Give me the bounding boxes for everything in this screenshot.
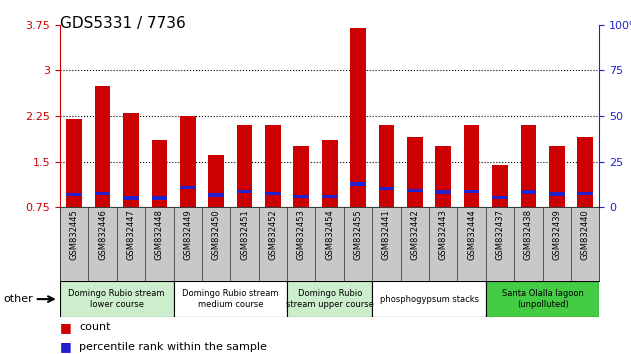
Bar (180, 116, 196, 207)
Text: other: other (3, 294, 33, 304)
Text: GSM832449: GSM832449 (183, 209, 192, 260)
Bar (265, 192, 281, 195)
Text: GSM832441: GSM832441 (382, 209, 391, 260)
Text: GSM832439: GSM832439 (552, 209, 562, 260)
Text: GDS5331 / 7736: GDS5331 / 7736 (60, 16, 186, 31)
Bar (322, 195, 338, 198)
Bar (577, 192, 593, 195)
Bar (208, 155, 224, 207)
Text: ■: ■ (60, 321, 72, 334)
Bar (435, 146, 451, 207)
Text: GSM832443: GSM832443 (439, 209, 448, 260)
Text: GSM832451: GSM832451 (240, 209, 249, 260)
Bar (492, 196, 508, 199)
Text: GSM832437: GSM832437 (495, 209, 505, 260)
Bar (293, 195, 309, 198)
Bar (350, 28, 366, 207)
Bar (464, 190, 480, 193)
Bar (95, 192, 110, 195)
Bar (287, 281, 372, 317)
Bar (577, 137, 593, 207)
Bar (521, 125, 536, 207)
Bar (379, 187, 394, 190)
Bar (492, 165, 508, 207)
Bar (293, 146, 309, 207)
Bar (486, 281, 599, 317)
Text: GSM832447: GSM832447 (126, 209, 136, 260)
Text: GSM832452: GSM832452 (268, 209, 278, 260)
Bar (464, 125, 480, 207)
Bar (521, 190, 536, 194)
Bar (123, 113, 139, 207)
Bar (60, 281, 174, 317)
Bar (549, 146, 565, 207)
Text: GSM832446: GSM832446 (98, 209, 107, 260)
Bar (237, 125, 252, 207)
Text: Santa Olalla lagoon
(unpolluted): Santa Olalla lagoon (unpolluted) (502, 290, 584, 309)
Text: ■: ■ (60, 341, 72, 353)
Bar (151, 196, 167, 200)
Text: GSM832448: GSM832448 (155, 209, 164, 260)
Bar (407, 189, 423, 192)
Bar (350, 182, 366, 186)
Bar (407, 137, 423, 207)
Bar (435, 190, 451, 194)
Bar (180, 185, 196, 189)
Text: Domingo Rubio stream
lower course: Domingo Rubio stream lower course (69, 290, 165, 309)
Bar (151, 140, 167, 207)
Text: GSM832444: GSM832444 (467, 209, 476, 260)
Bar (66, 193, 82, 196)
Text: count: count (79, 322, 110, 332)
Text: GSM832440: GSM832440 (581, 209, 590, 260)
Text: GSM832455: GSM832455 (353, 209, 363, 260)
Bar (66, 119, 82, 207)
Text: Domingo Rubio
stream upper course: Domingo Rubio stream upper course (286, 290, 374, 309)
Bar (322, 140, 338, 207)
Text: GSM832450: GSM832450 (211, 209, 221, 260)
Bar (237, 190, 252, 193)
Text: GSM832442: GSM832442 (410, 209, 420, 260)
Text: Domingo Rubio stream
medium course: Domingo Rubio stream medium course (182, 290, 278, 309)
Bar (379, 125, 394, 207)
Text: GSM832445: GSM832445 (69, 209, 79, 260)
Bar (123, 196, 139, 200)
Text: phosphogypsum stacks: phosphogypsum stacks (380, 295, 478, 304)
Text: GSM832438: GSM832438 (524, 209, 533, 260)
Bar (372, 281, 486, 317)
Bar (549, 192, 565, 195)
Bar (95, 86, 110, 207)
Text: GSM832454: GSM832454 (325, 209, 334, 260)
Text: percentile rank within the sample: percentile rank within the sample (79, 342, 267, 352)
Bar (208, 193, 224, 197)
Bar (265, 125, 281, 207)
Bar (174, 281, 287, 317)
Text: GSM832453: GSM832453 (297, 209, 306, 260)
